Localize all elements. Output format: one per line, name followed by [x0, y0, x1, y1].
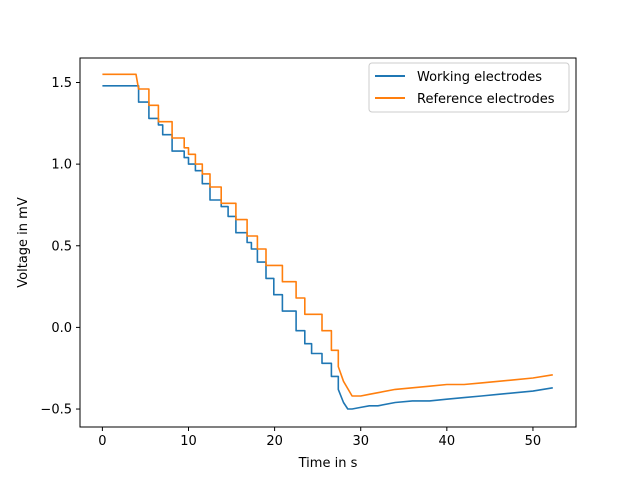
x-tick-label: 0 [98, 434, 106, 449]
y-axis: −0.5 0.0 0.5 1.0 1.5 [40, 76, 80, 418]
x-tick-label: 10 [180, 434, 197, 449]
legend-label-reference-electrodes: Reference electrodes [417, 92, 555, 107]
y-tick-label: 1.5 [51, 76, 72, 91]
x-tick-label: 20 [266, 434, 283, 449]
y-tick-label: 0.0 [51, 321, 72, 336]
x-axis: 0 10 20 30 40 50 [98, 427, 541, 449]
y-tick-label: 0.5 [51, 239, 72, 254]
series-line-reference-electrodes [102, 73, 553, 397]
legend-frame [368, 62, 570, 113]
legend-label-working-electrodes: Working electrodes [417, 70, 542, 85]
y-tick-label: 1.0 [51, 158, 72, 173]
x-axis-label: Time in s [298, 456, 358, 471]
plot-frame [79, 57, 577, 428]
x-tick-label: 30 [352, 434, 369, 449]
x-tick-label: 40 [439, 434, 456, 449]
series-layer [102, 73, 553, 410]
y-axis-label: Voltage in mV [16, 197, 31, 288]
legend: Working electrodes Reference electrodes [368, 62, 570, 113]
x-tick-label: 50 [525, 434, 542, 449]
y-tick-label: −0.5 [40, 403, 72, 418]
